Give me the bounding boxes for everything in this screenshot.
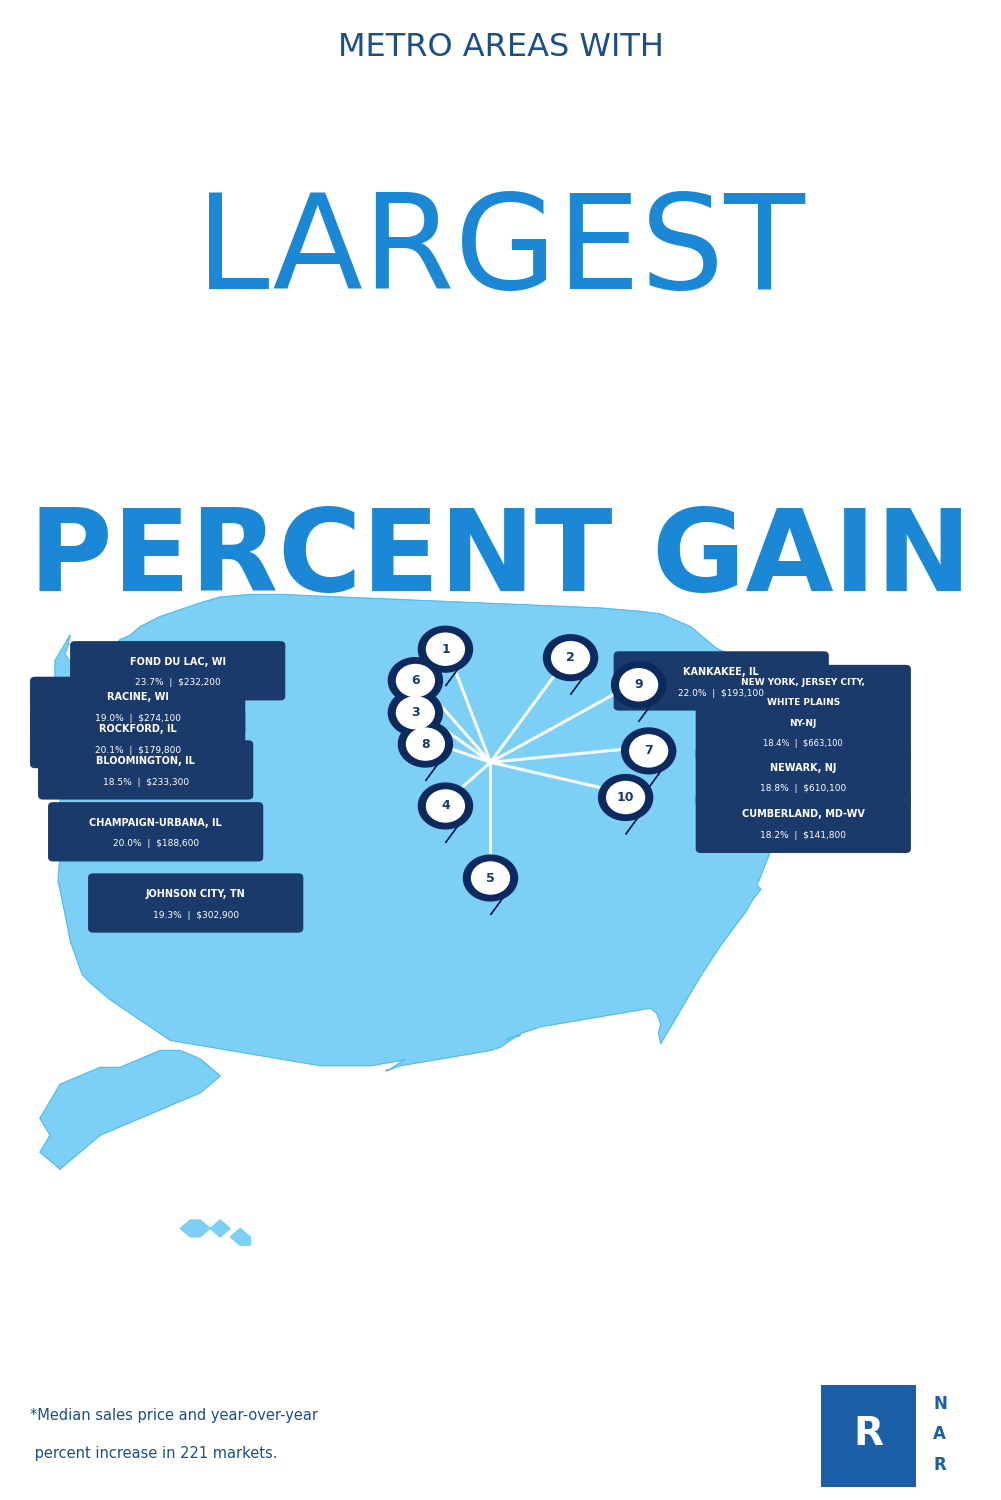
Text: 18.2%  |  $141,800: 18.2% | $141,800 — [761, 831, 846, 840]
FancyBboxPatch shape — [30, 676, 245, 736]
Text: 18.5%  |  $233,300: 18.5% | $233,300 — [102, 777, 189, 786]
Text: KANKAKEE, IL: KANKAKEE, IL — [684, 668, 759, 676]
Polygon shape — [388, 657, 442, 717]
Text: N: N — [933, 1395, 947, 1413]
Text: *Median sales price and year-over-year: *Median sales price and year-over-year — [30, 1408, 318, 1424]
Text: HOME PRICE IN 2024 Q1*: HOME PRICE IN 2024 Q1* — [270, 914, 731, 948]
Text: FOND DU LAC, WI: FOND DU LAC, WI — [130, 657, 225, 666]
Text: 2: 2 — [567, 651, 575, 664]
Polygon shape — [622, 728, 676, 788]
Text: 1: 1 — [441, 642, 449, 656]
Text: CUMBERLAND, MD-WV: CUMBERLAND, MD-WV — [742, 808, 865, 819]
Circle shape — [552, 642, 590, 674]
Text: NEWARK, NJ: NEWARK, NJ — [770, 762, 837, 772]
Text: ROCKFORD, IL: ROCKFORD, IL — [99, 724, 176, 735]
FancyBboxPatch shape — [696, 747, 911, 807]
Polygon shape — [210, 1220, 230, 1238]
Polygon shape — [418, 783, 472, 843]
Text: A: A — [933, 1425, 946, 1443]
Text: JOHNSON CITY, TN: JOHNSON CITY, TN — [146, 890, 245, 898]
Text: LARGEST: LARGEST — [196, 189, 805, 316]
Polygon shape — [544, 634, 598, 694]
Polygon shape — [388, 690, 442, 750]
Text: 23.7%  |  $232,200: 23.7% | $232,200 — [135, 678, 220, 687]
FancyBboxPatch shape — [70, 640, 285, 700]
FancyBboxPatch shape — [696, 794, 911, 853]
Circle shape — [620, 669, 658, 700]
Text: METRO AREAS WITH: METRO AREAS WITH — [337, 32, 664, 63]
Text: 20.0%  |  $188,600: 20.0% | $188,600 — [112, 840, 199, 849]
FancyBboxPatch shape — [48, 802, 263, 861]
Text: 6: 6 — [411, 674, 419, 687]
Text: R: R — [854, 1414, 883, 1454]
Polygon shape — [180, 1220, 210, 1238]
Text: 19.3%  |  $302,900: 19.3% | $302,900 — [152, 910, 239, 920]
Text: CHAMPAIGN-URBANA, IL: CHAMPAIGN-URBANA, IL — [89, 818, 222, 828]
Text: percent increase in 221 markets.: percent increase in 221 markets. — [30, 1446, 277, 1461]
Circle shape — [426, 790, 464, 822]
FancyBboxPatch shape — [38, 741, 253, 800]
Text: RACINE, WI: RACINE, WI — [107, 692, 168, 702]
Circle shape — [396, 664, 434, 696]
Text: 8: 8 — [421, 738, 429, 750]
Text: PERCENT GAIN: PERCENT GAIN — [29, 504, 972, 615]
Circle shape — [406, 728, 444, 760]
Text: 3: 3 — [411, 706, 419, 718]
FancyBboxPatch shape — [696, 664, 911, 762]
Text: 18.4%  |  $663,100: 18.4% | $663,100 — [764, 740, 843, 748]
Circle shape — [396, 696, 434, 729]
Circle shape — [607, 782, 645, 813]
Text: 10: 10 — [617, 790, 635, 804]
Text: NY-NJ: NY-NJ — [790, 718, 817, 728]
Text: BLOOMINGTON, IL: BLOOMINGTON, IL — [96, 756, 195, 766]
Text: IN EXISTING SINGLE-FAMILY: IN EXISTING SINGLE-FAMILY — [253, 766, 748, 801]
Polygon shape — [599, 774, 653, 834]
Text: R: R — [933, 1456, 946, 1474]
FancyBboxPatch shape — [30, 710, 245, 768]
Text: 4: 4 — [441, 800, 449, 813]
Polygon shape — [230, 1228, 250, 1245]
Polygon shape — [463, 855, 518, 915]
Polygon shape — [612, 662, 666, 722]
Circle shape — [471, 862, 510, 894]
Circle shape — [630, 735, 668, 766]
Polygon shape — [418, 627, 472, 686]
Text: 7: 7 — [645, 744, 653, 758]
Text: 19.0%  |  $274,100: 19.0% | $274,100 — [95, 714, 180, 723]
Text: WHITE PLAINS: WHITE PLAINS — [767, 699, 840, 708]
FancyBboxPatch shape — [88, 873, 303, 933]
Text: NEW YORK, JERSEY CITY,: NEW YORK, JERSEY CITY, — [742, 678, 865, 687]
Text: 22.0%  |  $193,100: 22.0% | $193,100 — [679, 688, 764, 698]
Text: 9: 9 — [635, 678, 643, 692]
FancyBboxPatch shape — [821, 1386, 916, 1488]
Text: 20.1%  |  $179,800: 20.1% | $179,800 — [94, 747, 181, 756]
Text: 5: 5 — [486, 871, 494, 885]
Polygon shape — [398, 722, 452, 782]
FancyBboxPatch shape — [614, 651, 829, 711]
Circle shape — [426, 633, 464, 664]
Text: 18.8%  |  $610,100: 18.8% | $610,100 — [760, 784, 847, 794]
Polygon shape — [40, 1050, 220, 1168]
Polygon shape — [55, 594, 823, 1071]
